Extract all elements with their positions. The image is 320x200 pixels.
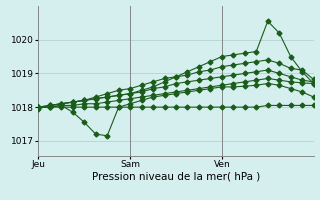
X-axis label: Pression niveau de la mer( hPa ): Pression niveau de la mer( hPa ): [92, 172, 260, 182]
